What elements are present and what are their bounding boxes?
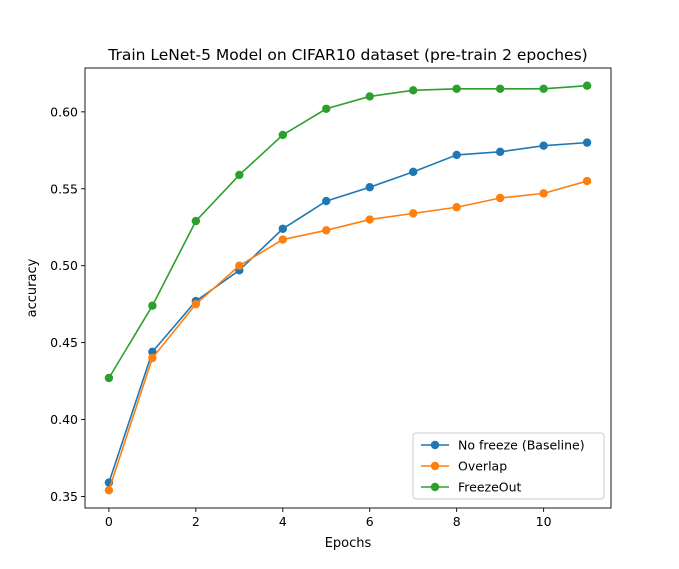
data-point xyxy=(452,203,461,212)
data-point xyxy=(104,373,114,383)
plot-frame xyxy=(84,67,612,509)
legend-marker xyxy=(430,482,440,492)
y-tick-label: 0.45 xyxy=(50,335,78,350)
x-tick-label: 4 xyxy=(279,514,287,529)
data-point xyxy=(582,81,592,90)
y-axis-label: accuracy xyxy=(25,258,40,317)
x-axis-label: Epochs xyxy=(325,536,372,551)
data-point xyxy=(495,147,505,157)
data-point xyxy=(539,141,548,150)
y-tick-label: 0.40 xyxy=(50,412,78,427)
series-line xyxy=(108,141,588,483)
data-point xyxy=(365,92,374,101)
series-line xyxy=(108,84,588,379)
y-tick-label: 0.60 xyxy=(50,104,78,119)
series-0 xyxy=(104,138,592,487)
data-point xyxy=(452,84,461,93)
x-tick-label: 2 xyxy=(192,514,200,529)
series-1 xyxy=(104,176,592,495)
data-point xyxy=(582,176,592,186)
data-point xyxy=(278,235,287,244)
data-point xyxy=(495,193,505,203)
x-tick-label: 8 xyxy=(453,514,461,529)
legend: No freeze (Baseline) Overlap FreezeOut xyxy=(412,432,605,500)
data-point xyxy=(495,84,505,93)
data-point xyxy=(539,84,548,93)
series-line xyxy=(108,180,588,491)
data-point xyxy=(191,299,201,309)
data-point xyxy=(322,104,331,113)
data-point xyxy=(452,150,461,160)
y-tick-label: 0.55 xyxy=(50,181,78,196)
legend-item: FreezeOut xyxy=(421,480,522,495)
data-point xyxy=(365,215,374,224)
data-point xyxy=(365,183,374,192)
x-tick-label: 10 xyxy=(536,514,552,529)
data-point xyxy=(582,138,592,147)
legend-item: Overlap xyxy=(421,459,507,474)
data-point xyxy=(409,167,418,177)
data-point xyxy=(278,130,287,140)
series-layer xyxy=(104,81,592,495)
data-point xyxy=(235,261,244,270)
y-tick-label: 0.35 xyxy=(50,489,78,504)
data-point xyxy=(322,226,331,235)
y-tick-label: 0.50 xyxy=(50,258,78,273)
data-point xyxy=(278,224,287,233)
plot-area xyxy=(84,67,612,509)
legend-marker xyxy=(430,440,440,450)
data-point xyxy=(148,301,157,310)
chart-title: Train LeNet-5 Model on CIFAR10 dataset (… xyxy=(107,46,587,64)
data-point xyxy=(104,486,114,495)
data-point xyxy=(148,353,157,363)
legend-marker xyxy=(430,461,440,471)
data-point xyxy=(539,189,548,198)
legend-box xyxy=(412,432,605,500)
x-tick-label: 6 xyxy=(366,514,374,529)
legend-item: No freeze (Baseline) xyxy=(421,438,585,453)
data-point xyxy=(409,209,418,218)
data-point xyxy=(148,347,157,357)
axis-ticks: 0 2 4 6 8 10 0.35 0.40 0.45 0.50 0.55 0.60 xyxy=(50,104,551,529)
data-point xyxy=(191,216,201,226)
data-point xyxy=(322,196,331,206)
series-2 xyxy=(104,81,592,383)
x-tick-label: 0 xyxy=(105,514,113,529)
legend-label: FreezeOut xyxy=(458,480,522,495)
data-point xyxy=(409,86,418,95)
legend-label: No freeze (Baseline) xyxy=(458,438,585,453)
legend-label: Overlap xyxy=(458,459,507,474)
data-point xyxy=(235,170,244,180)
